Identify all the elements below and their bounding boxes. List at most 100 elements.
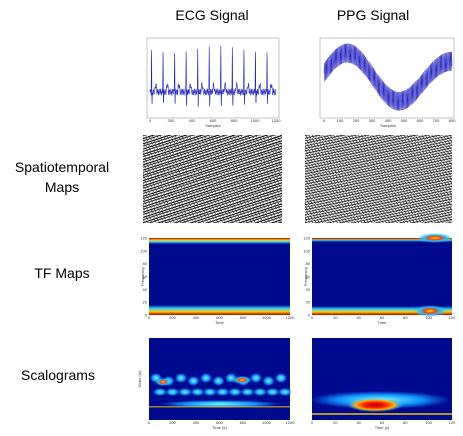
x-tick-label: 200	[168, 118, 175, 123]
tf-band	[312, 306, 452, 315]
x-tick-label: 600	[216, 315, 223, 320]
ppg-waveform	[323, 43, 453, 111]
x-tick-label: 0	[323, 118, 326, 123]
scalogram-blob	[178, 388, 192, 396]
y-tick-label: 120	[140, 236, 147, 241]
x-tick-label: 600	[210, 118, 217, 123]
x-tick-label: 400	[193, 420, 200, 425]
x-tick-label: 200	[169, 315, 176, 320]
x-tick-label: 200	[353, 118, 360, 123]
y-tick-label: 100	[303, 248, 310, 253]
y-axis-label: Scale (m)	[137, 370, 142, 388]
scalogram-blob	[232, 376, 252, 384]
scalogram-blob	[187, 376, 200, 386]
x-axis-label: Samples	[205, 123, 221, 128]
y-tick-label: 80	[143, 261, 148, 266]
tf-band	[149, 238, 290, 244]
x-tick-label: 700	[433, 118, 440, 123]
y-tick-label: 100	[140, 248, 147, 253]
x-tick-label: 120	[449, 315, 456, 320]
scalogram-blob	[203, 388, 217, 396]
x-tick-label: 0	[311, 315, 314, 320]
x-axis-label: Time (s)	[375, 425, 390, 430]
x-tick-label: 100	[337, 118, 344, 123]
scalogram-blob	[175, 373, 187, 383]
x-tick-label: 800	[449, 118, 456, 123]
y-axis-label: Frequency	[303, 267, 308, 286]
x-tick-label: 800	[240, 420, 247, 425]
scalogram-blob	[212, 376, 225, 386]
tf-map	[312, 238, 452, 315]
row-label: Scalograms	[21, 367, 95, 383]
scalogram-blob	[253, 388, 267, 396]
x-tick-label: 1200	[272, 118, 282, 123]
x-tick-label: 500	[401, 118, 408, 123]
x-tick-label: 300	[369, 118, 376, 123]
x-tick-label: 400	[193, 315, 200, 320]
tf-band	[312, 238, 452, 242]
x-tick-label: 0	[148, 315, 151, 320]
x-tick-label: 0	[149, 118, 152, 123]
scalogram-blob	[347, 398, 403, 412]
x-tick-label: 1200	[286, 315, 296, 320]
tf-blob	[414, 305, 446, 317]
x-tick-label: 60	[380, 420, 385, 425]
y-tick-label: 20	[306, 300, 311, 305]
y-tick-label: 0	[308, 313, 311, 318]
y-tick-label: 40	[306, 287, 311, 292]
x-axis-label: Time	[378, 320, 388, 325]
spatiotemporal-map	[305, 135, 452, 223]
scalogram-band	[312, 413, 452, 415]
ecg-waveform	[149, 45, 277, 108]
scalogram-blobs	[149, 373, 292, 408]
tf-map	[149, 238, 290, 315]
x-axis-label: Samples	[380, 123, 396, 128]
scalogram-blob	[262, 376, 275, 386]
scalogram-blob	[275, 373, 287, 383]
row-label: Maps	[45, 179, 79, 195]
x-tick-label: 60	[380, 315, 385, 320]
tf-blob	[417, 233, 453, 243]
y-tick-label: 0	[145, 313, 148, 318]
x-axis-label: Time (s)	[212, 425, 227, 430]
scalogram-blob	[278, 388, 292, 396]
plot-frame	[146, 37, 280, 119]
x-tick-label: 20	[333, 315, 338, 320]
x-tick-label: 80	[403, 420, 408, 425]
x-axis-label: Time	[215, 320, 225, 325]
scalogram-blob	[250, 373, 262, 383]
column-title: PPG Signal	[337, 7, 409, 23]
x-tick-label: 400	[385, 118, 392, 123]
x-tick-label: 600	[417, 118, 424, 123]
x-tick-label: 1200	[286, 420, 296, 425]
scalogram-blob	[190, 388, 205, 396]
y-tick-label: 60	[143, 274, 148, 279]
scalogram-band	[149, 406, 290, 408]
scalogram-blob	[155, 378, 171, 386]
x-tick-label: 400	[189, 118, 196, 123]
tf-band	[149, 305, 290, 315]
x-tick-label: 800	[240, 315, 247, 320]
scalogram-blob	[153, 388, 167, 396]
x-tick-label: 100	[425, 315, 432, 320]
x-tick-label: 40	[356, 420, 361, 425]
column-title: ECG Signal	[175, 7, 248, 23]
row-label: Spatiotemporal	[15, 159, 109, 175]
x-tick-label: 1000	[262, 420, 272, 425]
x-tick-label: 120	[449, 420, 456, 425]
scalogram-blob	[200, 373, 212, 383]
x-tick-label: 800	[231, 118, 238, 123]
scalogram-blob	[215, 388, 230, 396]
x-tick-label: 100	[425, 420, 432, 425]
y-axis-label: Frequency	[140, 267, 145, 286]
scalogram-blob	[240, 388, 255, 396]
x-tick-label: 200	[169, 420, 176, 425]
x-tick-label: 1000	[262, 315, 272, 320]
scalogram-blob	[265, 388, 280, 396]
x-tick-label: 80	[403, 315, 408, 320]
x-tick-label: 20	[333, 420, 338, 425]
y-tick-label: 60	[306, 274, 311, 279]
y-tick-label: 120	[303, 236, 310, 241]
